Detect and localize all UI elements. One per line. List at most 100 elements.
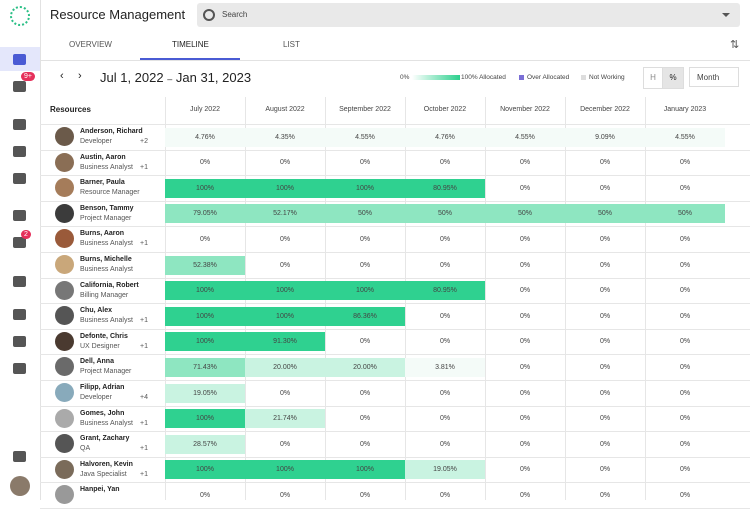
user-avatar[interactable] — [10, 476, 30, 496]
role-extra: +1 — [140, 470, 148, 478]
allocation-cell: 79.05% — [165, 204, 245, 224]
allocation-cell: 0% — [679, 159, 691, 167]
resource-role: Business Analyst — [80, 266, 133, 273]
row-line — [40, 405, 750, 407]
nav-notifications[interactable] — [13, 451, 26, 462]
legend-swatch — [519, 75, 524, 80]
allocation-cell: 19.05% — [405, 460, 485, 480]
logo — [10, 6, 30, 26]
allocation-cell: 0% — [439, 440, 451, 448]
resource-name: Anderson, Richard — [80, 128, 143, 135]
month-header: October 2022 — [423, 106, 467, 113]
allocation-cell: 0% — [279, 440, 291, 448]
avatar — [55, 127, 74, 146]
nav-book[interactable] — [13, 276, 26, 287]
row-line — [40, 175, 750, 177]
allocation-cell: 0% — [439, 235, 451, 243]
search-box[interactable]: Search — [197, 3, 740, 27]
month-header: November 2022 — [500, 106, 550, 113]
allocation-cell: 50% — [325, 204, 405, 224]
avatar — [55, 229, 74, 249]
allocation-cell: 80.95% — [405, 281, 485, 301]
nav-people[interactable] — [13, 54, 26, 65]
nav-bank[interactable] — [13, 363, 26, 374]
nav-folders[interactable] — [13, 173, 26, 184]
role-extra: +1 — [140, 317, 148, 325]
search-icon — [203, 9, 215, 21]
sort-icon[interactable]: ⇅ — [730, 39, 740, 51]
resource-name: Gomes, John — [80, 409, 125, 417]
allocation-cell: 20.00% — [325, 357, 405, 377]
role-extra: +1 — [140, 419, 148, 427]
allocation-cell: 100% — [325, 281, 405, 301]
avatar — [55, 408, 74, 428]
avatar — [55, 383, 74, 402]
allocation-cell: 0% — [679, 235, 691, 243]
resource-role: Billing Manager — [80, 291, 129, 299]
row-line — [40, 328, 750, 330]
prev-button[interactable]: ‹ — [60, 70, 64, 82]
allocation-cell: 0% — [599, 363, 611, 371]
tab[interactable]: LIST — [283, 40, 300, 49]
allocation-cell: 100% — [165, 332, 245, 352]
nav-edit[interactable] — [13, 210, 26, 221]
allocation-cell: 50% — [485, 204, 565, 224]
role-extra: +4 — [140, 394, 148, 401]
row-line — [40, 482, 750, 484]
nav-jobs[interactable] — [13, 146, 26, 157]
resource-role: Java Specialist — [80, 470, 127, 478]
nav-report[interactable] — [13, 336, 26, 347]
allocation-cell: 0% — [359, 235, 371, 243]
tab[interactable]: OVERVIEW — [69, 40, 112, 49]
allocation-cell: 9.09% — [565, 127, 645, 147]
allocation-cell: 19.05% — [165, 383, 245, 403]
header-line — [40, 124, 750, 125]
role-extra: +2 — [140, 138, 148, 145]
allocation-cell: 0% — [279, 491, 291, 499]
resource-role: Business Analyst — [80, 240, 133, 248]
resource-role: QA — [80, 445, 91, 453]
allocation-cell: 0% — [439, 261, 451, 269]
allocation-cell: 0% — [679, 261, 691, 269]
nav-companies[interactable] — [13, 119, 26, 130]
allocation-cell: 86.36% — [325, 306, 405, 326]
resource-role: UX Designer — [80, 342, 120, 350]
nav-approvals[interactable] — [13, 237, 26, 248]
nav-requests[interactable] — [13, 81, 26, 92]
date-start: Jul 1, 2022 — [100, 70, 164, 85]
percent-toggle[interactable]: % — [662, 67, 684, 89]
allocation-cell: 0% — [439, 415, 451, 423]
allocation-cell: 3.81% — [405, 357, 485, 377]
allocation-cell: 4.55% — [645, 127, 725, 147]
resource-name: Chu, Alex — [80, 307, 113, 315]
allocation-cell: 0% — [199, 235, 211, 243]
period-select[interactable]: Month — [689, 67, 739, 87]
legend-over: Over Allocated — [527, 74, 570, 81]
allocation-cell: 0% — [519, 440, 531, 448]
allocation-cell: 0% — [279, 389, 291, 397]
row-line — [40, 354, 750, 356]
resource-role: Developer — [80, 138, 112, 145]
allocation-cell: 0% — [599, 287, 611, 295]
month-header: January 2023 — [663, 106, 707, 113]
legend-not-working: Not Working — [589, 74, 625, 81]
resource-name: Filipp, Adrian — [80, 384, 125, 391]
row-line — [40, 456, 750, 458]
badge: 2 — [21, 230, 31, 239]
allocation-cell: 0% — [599, 440, 611, 448]
nav-doc[interactable] — [13, 309, 26, 320]
legend-gradient — [412, 75, 460, 80]
allocation-cell: 0% — [599, 466, 611, 474]
allocation-cell: 4.76% — [405, 127, 485, 147]
next-button[interactable]: › — [78, 70, 82, 82]
allocation-cell: 0% — [359, 261, 371, 269]
row-line — [40, 200, 750, 202]
allocation-cell: 80.95% — [405, 178, 485, 198]
badge: 9+ — [21, 72, 35, 81]
allocation-cell: 0% — [679, 389, 691, 397]
allocation-cell: 4.76% — [165, 127, 245, 147]
tab-active[interactable]: TIMELINE — [172, 40, 209, 49]
allocation-cell: 0% — [439, 338, 451, 346]
row-line — [40, 277, 750, 279]
